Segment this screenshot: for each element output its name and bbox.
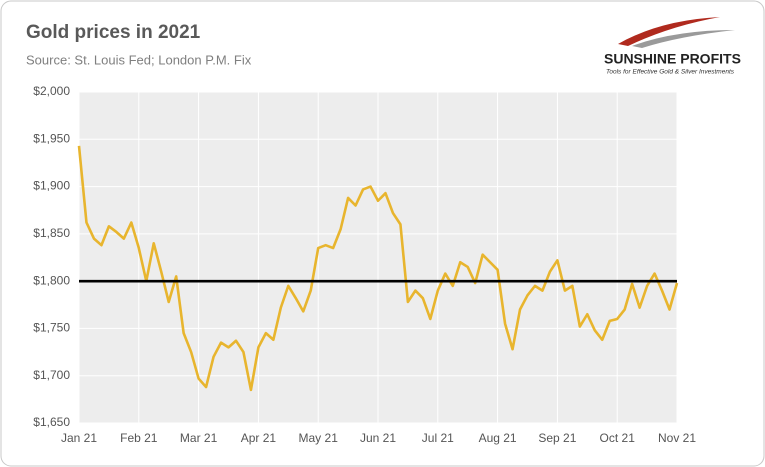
- y-tick-label: $1,800: [33, 273, 70, 287]
- x-tick-label: Sep 21: [538, 431, 576, 445]
- x-tick-label: Feb 21: [120, 431, 158, 445]
- price-line: [77, 145, 679, 392]
- x-tick-label: Nov 21: [658, 431, 696, 445]
- logo-swoosh: [618, 17, 720, 46]
- x-tick-label: Jan 21: [61, 431, 97, 445]
- y-tick-label: $1,700: [33, 368, 70, 382]
- logo-swoosh: [632, 30, 735, 48]
- y-tick-label: $1,950: [33, 131, 70, 145]
- x-tick-label: Oct 21: [600, 431, 636, 445]
- x-tick-label: Jul 21: [422, 431, 454, 445]
- y-tick-label: $1,750: [33, 321, 70, 335]
- y-tick-label: $1,850: [33, 226, 70, 240]
- x-tick-label: Jun 21: [360, 431, 396, 445]
- y-tick-label: $1,650: [33, 415, 70, 429]
- x-tick-label: Mar 21: [180, 431, 218, 445]
- chart-title: Gold prices in 2021: [26, 22, 201, 43]
- y-tick-label: $2,000: [33, 84, 70, 98]
- x-tick-label: Apr 21: [241, 431, 277, 445]
- chart-subtitle: Source: St. Louis Fed; London P.M. Fix: [26, 52, 252, 67]
- logo-name: SUNSHINE PROFITS: [604, 51, 741, 67]
- logo-tagline: Tools for Effective Gold & Silver Invest…: [606, 69, 735, 76]
- x-tick-label: May 21: [299, 431, 339, 445]
- logo: SUNSHINE PROFITS Tools for Effective Gol…: [604, 17, 741, 76]
- x-tick-label: Aug 21: [479, 431, 517, 445]
- y-tick-label: $1,900: [33, 179, 70, 193]
